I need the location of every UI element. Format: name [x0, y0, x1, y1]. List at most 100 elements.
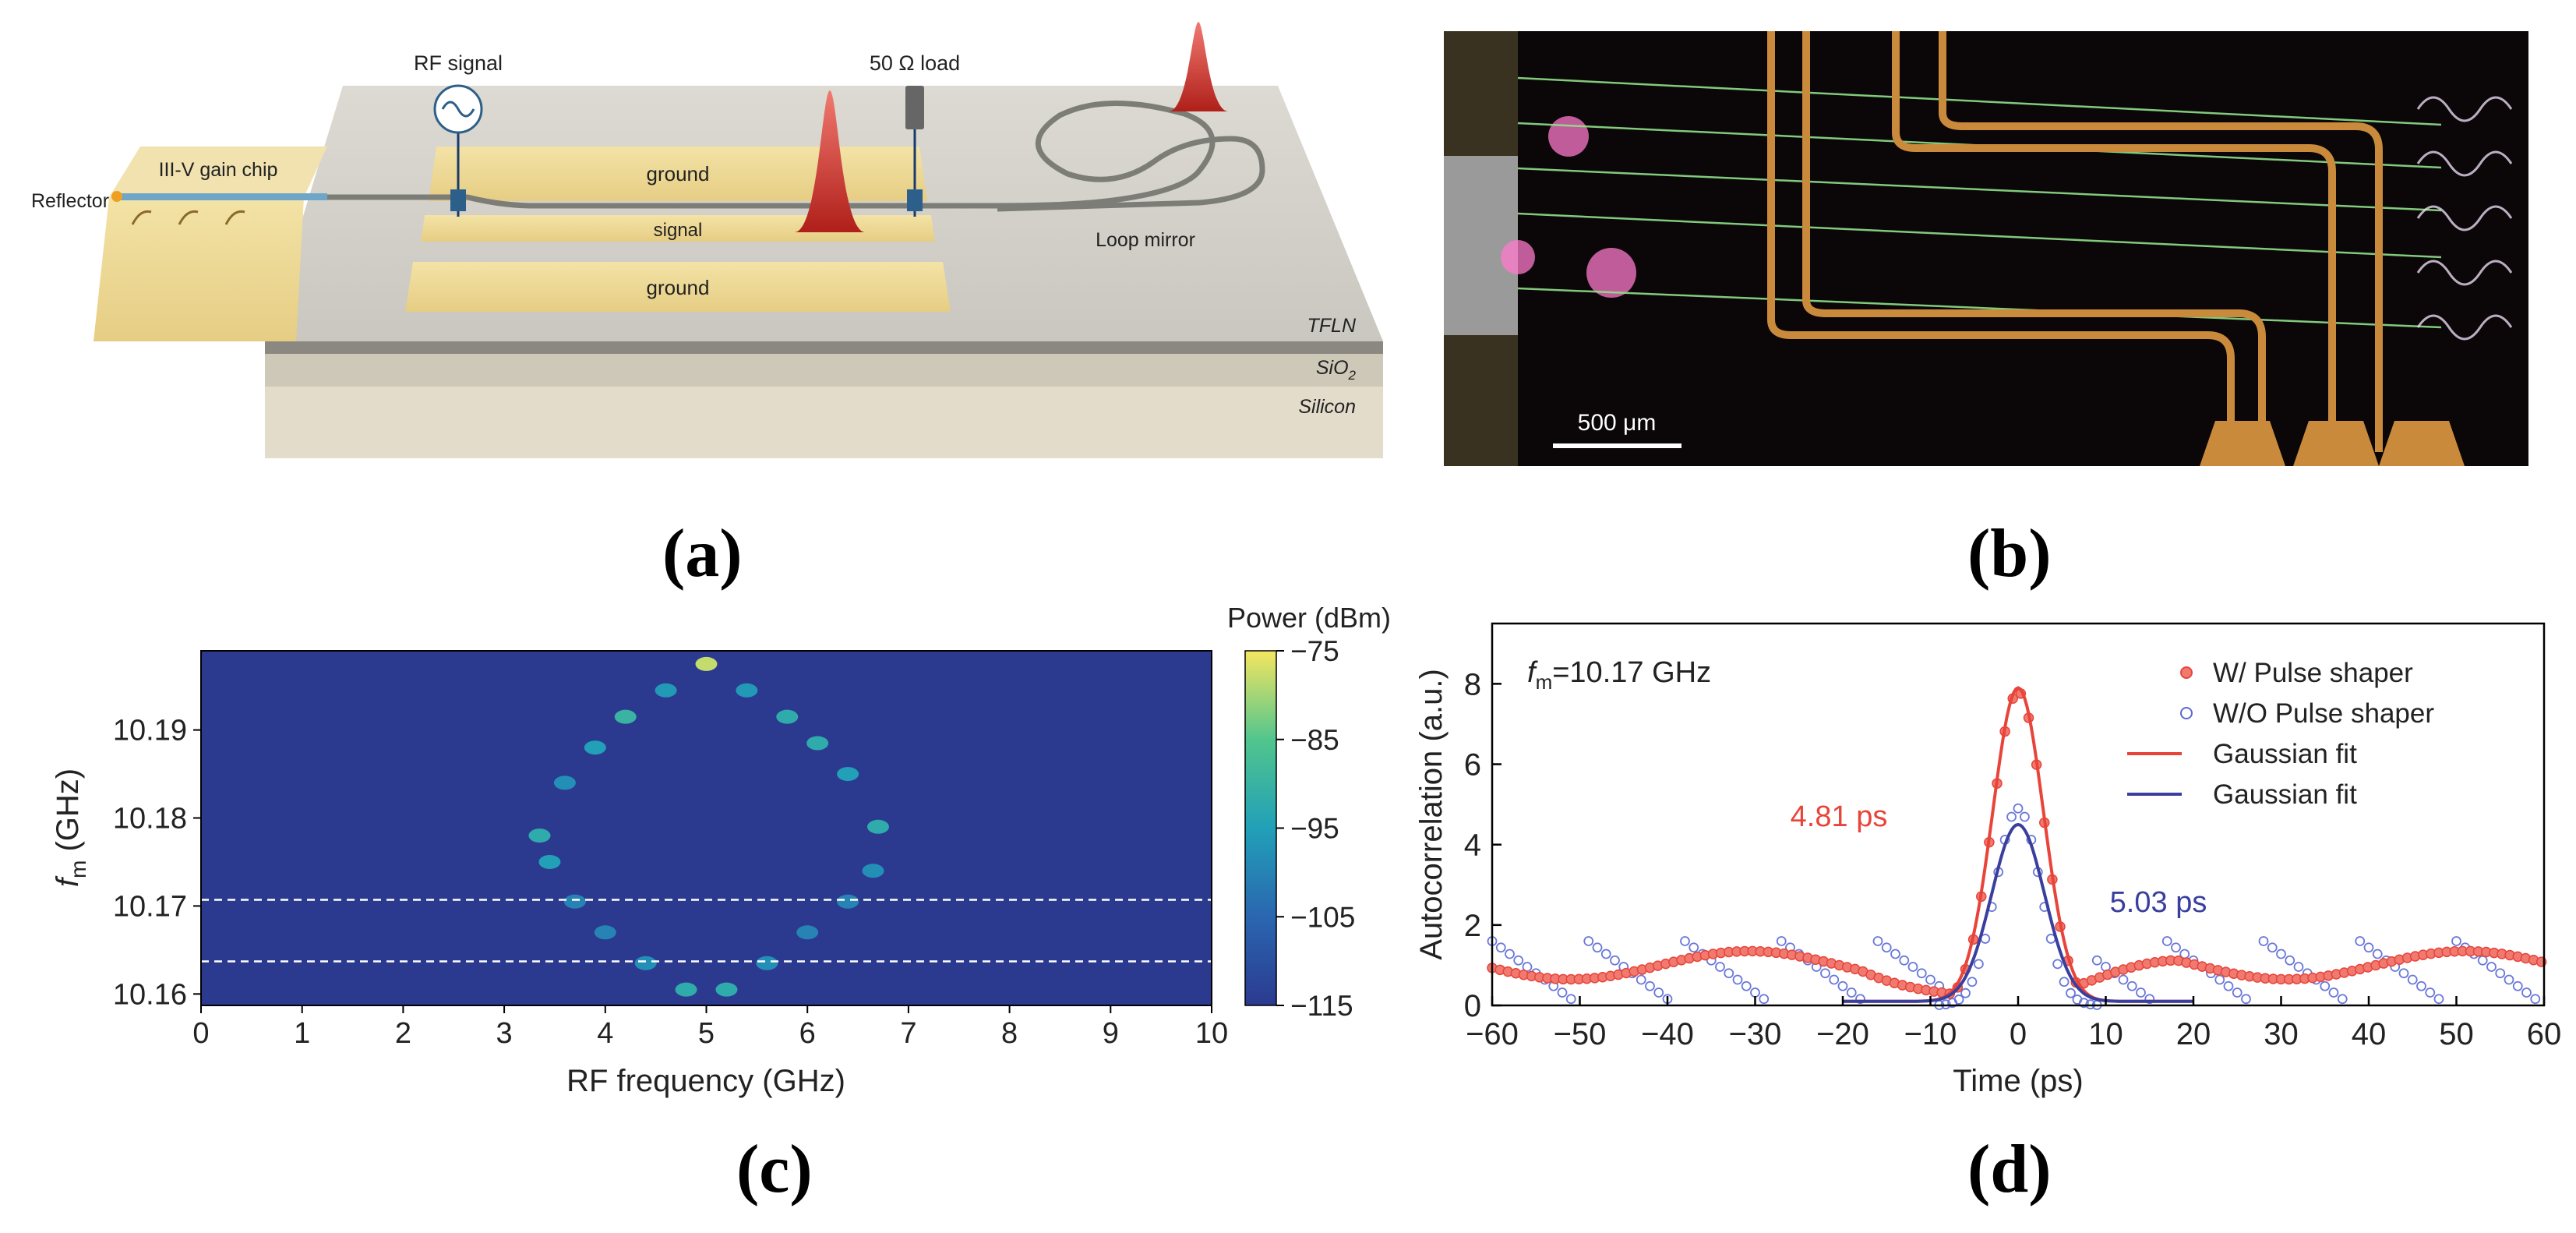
heatmap-chart: 0 1 2 3 4 5 6 7 8 9 10 10.16 10.17 10.18 10.19 RF freq… — [51, 602, 1391, 1098]
blue-peak-point-101 — [1973, 959, 1984, 970]
panel-label-d: (d) — [1967, 1132, 2052, 1207]
heat-trace-point-11 — [538, 854, 561, 869]
layer-sio2-main: SiO — [1316, 357, 1349, 379]
pulse-output-icon — [1169, 22, 1228, 111]
blue-bg-point-35 — [1820, 968, 1830, 979]
blue-bg-point-52 — [2126, 980, 2137, 991]
heat-trace-point-7 — [553, 775, 576, 790]
heat-xtick-label-5: 5 — [698, 1017, 715, 1050]
glow-spots — [1501, 116, 1636, 298]
blue-bg-point-64 — [2241, 994, 2251, 1005]
ac-ytick-label-4: 8 — [1464, 667, 1481, 701]
blue-peak-point-118 — [2085, 999, 2096, 1010]
colorbar-label: Power (dBm) — [1227, 602, 1391, 634]
heat-trace-point-2 — [736, 683, 758, 698]
blue-bg-point-55 — [2161, 936, 2172, 946]
micrograph-panel: 500 μm — [1444, 31, 2528, 466]
gain-chip-top — [109, 147, 327, 197]
electrode-3 — [1892, 31, 2336, 452]
heatmap-frame — [200, 650, 1212, 1006]
heat-trace-point-9 — [528, 828, 551, 843]
ac-ytick-label-3: 6 — [1464, 748, 1481, 783]
blue-bg-point-2 — [1505, 949, 1515, 959]
bond-pad-2 — [2293, 421, 2379, 466]
loop-mirror-label: Loop mirror — [1096, 229, 1195, 251]
legend: W/ Pulse shaper W/O Pulse shaper Gaussia… — [2127, 658, 2434, 810]
autocorrelation-xlabel: Time (ps) — [1953, 1064, 2083, 1098]
heat-ytick-label-1: 10.17 — [113, 890, 187, 923]
blue-bg-point-84 — [2433, 994, 2444, 1005]
heat-xtick-label-8: 8 — [1001, 1017, 1018, 1050]
waveguide-1 — [1517, 76, 2442, 126]
blue-bg-point-25 — [1724, 968, 1734, 979]
layer-silicon-label: Silicon — [1298, 396, 1356, 418]
autocorrelation-ylabel: Autocorrelation (a.u.) — [1414, 669, 1449, 960]
heatmap-xlabel: RF frequency (GHz) — [566, 1064, 845, 1098]
blue-bg-point-92 — [2512, 980, 2523, 991]
blue-bg-point-30 — [1776, 936, 1787, 946]
legend-label-1: W/ Pulse shaper — [2213, 658, 2413, 688]
blue-bg-point-63 — [2232, 987, 2243, 998]
ac-ytick-label-0: 0 — [1464, 989, 1481, 1023]
heat-ytick-label-2: 10.18 — [113, 803, 187, 836]
fm-annotation-sub: m — [1536, 670, 1553, 694]
colorbar — [1244, 650, 1277, 1006]
heat-trace-point-20 — [715, 982, 738, 997]
blue-bg-point-83 — [2425, 987, 2436, 998]
heat-xtick-label-1: 1 — [294, 1017, 310, 1050]
heat-xtick-label-10: 10 — [1195, 1017, 1228, 1050]
heat-trace-point-16 — [796, 925, 819, 940]
ac-xtick-label-8: 20 — [2176, 1017, 2211, 1051]
ac-xtick-label-9: 30 — [2264, 1017, 2299, 1051]
layer-sio2-sub: 2 — [1348, 368, 1357, 383]
blue-bg-point-20 — [1680, 936, 1690, 946]
legend-label-3: Gaussian fit — [2213, 739, 2357, 769]
load-resistor-icon — [905, 86, 924, 129]
ground-bottom-electrode — [405, 262, 951, 312]
blue-bg-point-1 — [1495, 942, 1506, 953]
blue-bg-point-46 — [1925, 974, 1936, 985]
heatmap-marks: 0 1 2 3 4 5 6 7 8 9 10 10.16 10.17 10.18 10.19 — [113, 656, 1228, 1050]
blue-bg-point-44 — [1907, 962, 1918, 972]
blue-bg-point-91 — [2504, 974, 2514, 985]
rf-signal-label: RF signal — [414, 51, 503, 75]
blue-peak-point-98 — [1953, 995, 1964, 1005]
heat-xtick-label-6: 6 — [799, 1017, 816, 1050]
layer-tfln-band — [265, 341, 1383, 354]
heatmap-ylabel-sub: m — [66, 860, 90, 878]
heat-trace-point-15 — [594, 925, 616, 940]
heatmap-ylabel-unit: (GHz) — [51, 768, 85, 860]
red-gaussian-fit — [1843, 686, 2193, 1003]
heat-trace-point-4 — [776, 709, 799, 724]
blue-bg-point-85 — [2451, 936, 2461, 946]
ac-xtick-label-7: 10 — [2088, 1017, 2123, 1051]
ac-xtick-label-3: −30 — [1729, 1017, 1782, 1051]
blue-bg-point-53 — [2136, 987, 2146, 998]
heat-trace-point-12 — [862, 864, 884, 878]
colorbar-tick-label-0: −75 — [1290, 635, 1339, 667]
blue-bg-point-89 — [2486, 962, 2497, 972]
loop-mirror-1 — [2416, 96, 2513, 122]
blue-bg-point-41 — [1881, 942, 1892, 953]
colorbar-tick-label-3: −105 — [1290, 901, 1355, 933]
blue-bg-point-11 — [1592, 942, 1603, 953]
ground-top-label: ground — [647, 162, 710, 185]
ac-xtick-label-11: 50 — [2439, 1017, 2474, 1051]
blue-bg-point-74 — [2337, 994, 2348, 1005]
waveguide-3 — [1517, 167, 2442, 212]
blue-bg-point-73 — [2328, 987, 2339, 998]
glow-spot-2 — [1586, 248, 1636, 298]
ground-top-electrode — [429, 147, 927, 201]
blue-bg-point-81 — [2407, 974, 2418, 985]
blue-bg-point-13 — [1610, 955, 1620, 966]
gain-emission-arrows — [131, 210, 245, 225]
loop-mirror-3 — [2416, 205, 2513, 231]
blue-peak-point-96 — [1940, 999, 1951, 1010]
reflector-label: Reflector — [31, 190, 109, 212]
heatmap-ylabel: fm (GHz) — [51, 768, 90, 887]
blue-bg-point-94 — [2530, 994, 2541, 1005]
fm-annotation-value: =10.17 GHz — [1552, 656, 1711, 689]
blue-bg-point-68 — [2285, 955, 2295, 966]
blue-bg-point-10 — [1583, 936, 1594, 946]
scale-bar-label: 500 μm — [1578, 410, 1657, 436]
